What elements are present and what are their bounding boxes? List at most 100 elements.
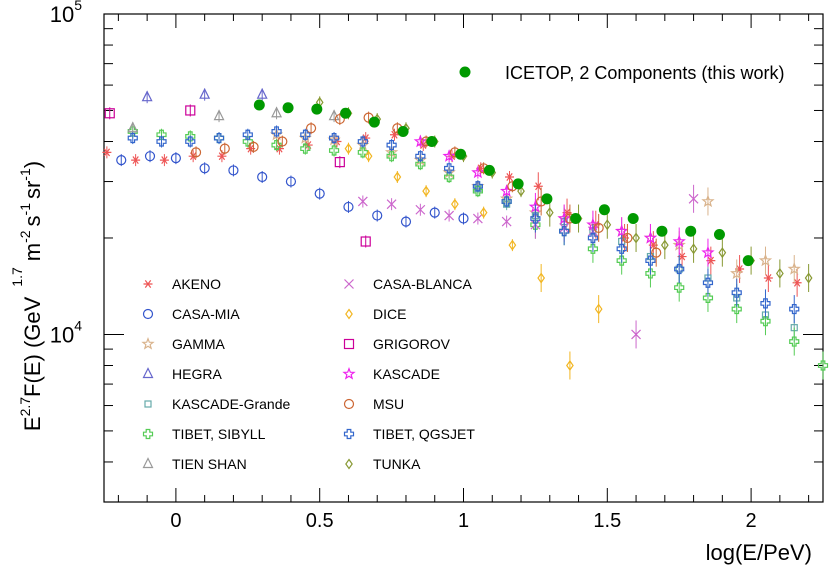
data-point xyxy=(199,163,210,174)
data-point xyxy=(285,176,297,187)
legend-entry: KASCADE-Grande xyxy=(144,396,290,412)
data-point xyxy=(566,359,574,372)
legend-label: AKENO xyxy=(172,276,221,292)
series-dice xyxy=(344,142,603,380)
data-point xyxy=(701,245,715,259)
data-point xyxy=(472,181,483,192)
data-point xyxy=(357,147,368,158)
data-point xyxy=(615,224,629,237)
data-point xyxy=(170,153,181,164)
data-point xyxy=(587,243,599,254)
data-point xyxy=(248,141,259,152)
data-point xyxy=(674,282,685,293)
data-point xyxy=(713,229,725,241)
legend-label: TUNKA xyxy=(373,456,421,472)
data-point xyxy=(364,150,373,162)
legend: ICETOP, 2 Components (this work) AKENO CAS… xyxy=(141,63,784,472)
data-point xyxy=(508,239,517,251)
data-point xyxy=(328,109,340,121)
series-tibet-qgsjet xyxy=(127,125,800,324)
data-point xyxy=(616,243,627,254)
legend-marker xyxy=(344,279,354,289)
data-point xyxy=(643,230,658,244)
legend-label: CASA-BLANCA xyxy=(373,276,472,292)
y-label-close: ) xyxy=(20,161,45,168)
data-point xyxy=(217,152,227,161)
data-point xyxy=(256,87,268,99)
data-point xyxy=(742,255,754,267)
legend-label: CASA-MIA xyxy=(172,306,240,322)
data-point xyxy=(651,247,662,258)
legend-entry: AKENO xyxy=(143,276,221,292)
data-point xyxy=(545,207,554,219)
data-point xyxy=(104,108,115,119)
legend-entry: TIBET, QGSJET xyxy=(343,426,475,442)
y-label-exp-sr: -1 xyxy=(17,168,33,181)
y-tick-base: 10 xyxy=(50,322,74,347)
y-label-exp2: 1.7 xyxy=(9,267,25,287)
data-point xyxy=(328,132,340,144)
data-point xyxy=(775,267,784,280)
data-point xyxy=(701,194,715,208)
data-point xyxy=(656,225,668,237)
data-point xyxy=(627,213,639,225)
legend-label: MSU xyxy=(373,396,404,412)
data-point xyxy=(718,247,727,259)
data-point xyxy=(616,255,627,266)
svg-text:E2.7F(E) (GeV1.7m-2s-1sr-1): E2.7F(E) (GeV1.7m-2s-1sr-1) xyxy=(9,161,45,431)
data-point xyxy=(688,193,699,204)
data-point xyxy=(397,125,409,137)
data-point xyxy=(645,255,656,266)
data-point xyxy=(271,126,282,137)
x-axis-label: log(E/PeV) xyxy=(706,540,812,565)
legend-marker xyxy=(342,366,356,380)
data-point xyxy=(141,90,153,102)
data-point xyxy=(242,129,253,140)
data-point xyxy=(472,213,483,224)
series-icetop-2-components-this-work- xyxy=(253,99,754,267)
data-point xyxy=(499,184,514,197)
data-point xyxy=(471,165,485,179)
legend-marker xyxy=(343,398,355,410)
y-label-prefix: E xyxy=(20,416,45,431)
data-point xyxy=(415,151,426,162)
data-point xyxy=(357,136,368,147)
legend-label: HEGRA xyxy=(172,366,222,382)
data-point xyxy=(731,287,742,298)
data-point xyxy=(730,266,744,280)
data-point xyxy=(570,213,582,225)
data-point xyxy=(758,253,773,267)
series-msu xyxy=(190,111,662,267)
y-label-s: s xyxy=(20,215,45,226)
legend-entry: DICE xyxy=(345,306,406,322)
data-point xyxy=(393,171,402,183)
data-point xyxy=(305,123,317,134)
data-point xyxy=(622,232,633,244)
y-label-sr: sr xyxy=(20,181,45,199)
data-point xyxy=(674,263,685,275)
data-point xyxy=(455,148,467,160)
y-label-m: m xyxy=(20,243,45,261)
series-casa-mia xyxy=(116,150,469,228)
data-point xyxy=(116,155,127,166)
data-point xyxy=(483,164,495,176)
data-point xyxy=(789,303,800,315)
data-point xyxy=(253,99,265,111)
data-point xyxy=(190,147,202,158)
legend-entry-icetop: ICETOP, 2 Components (this work) xyxy=(459,63,784,83)
legend-label: DICE xyxy=(373,306,406,322)
legend-entry: GRIGOROV xyxy=(343,336,451,352)
data-point xyxy=(413,134,428,148)
data-point xyxy=(541,193,553,205)
data-point xyxy=(282,102,294,114)
data-point xyxy=(505,173,515,181)
data-point xyxy=(415,204,426,215)
data-point xyxy=(127,121,139,133)
data-point xyxy=(185,105,196,116)
data-point xyxy=(517,185,525,197)
data-point xyxy=(386,139,397,151)
series-hegra xyxy=(141,87,268,104)
data-point xyxy=(444,210,455,221)
data-point xyxy=(311,103,323,115)
